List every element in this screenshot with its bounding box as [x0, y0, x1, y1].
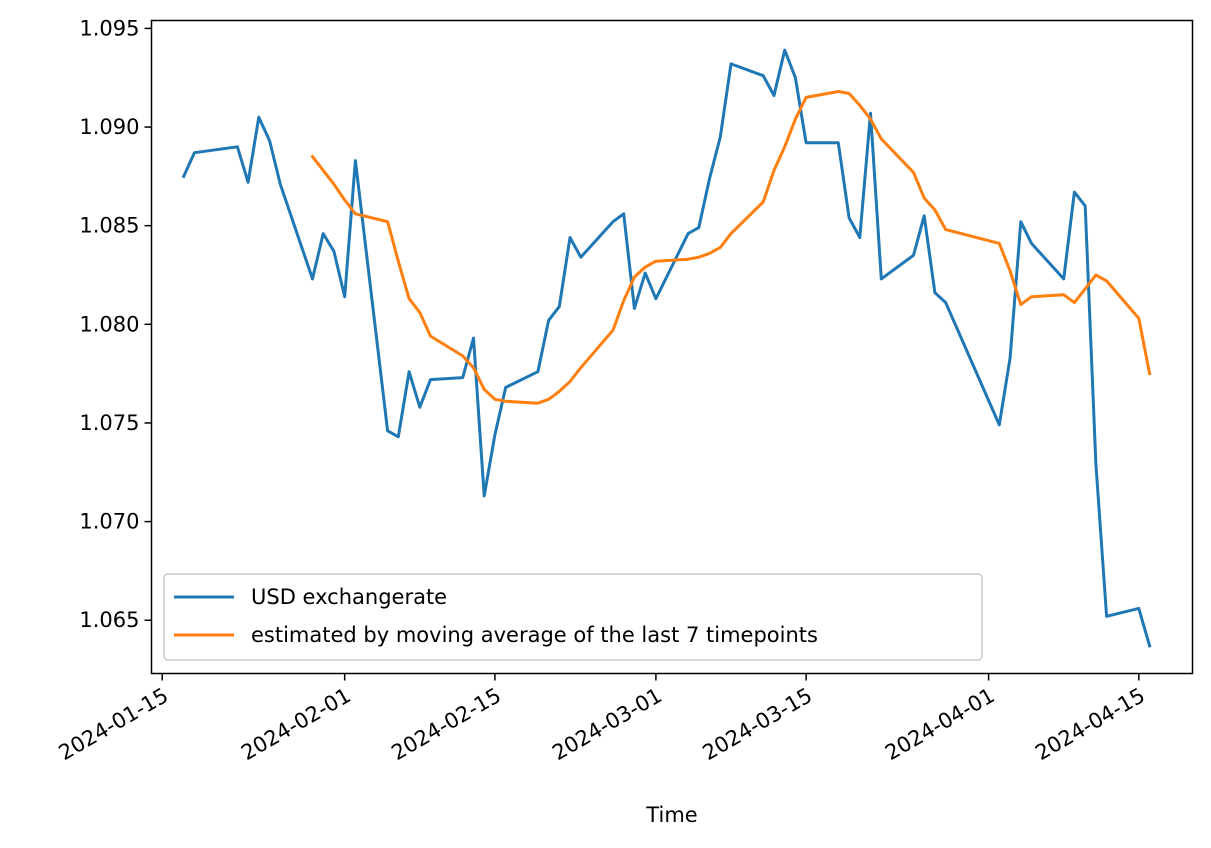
- legend-box: [163, 573, 983, 661]
- y-tick-label-1: 1.070: [79, 510, 139, 534]
- series-line-1: [310, 90, 1152, 405]
- y-tick-label-6: 1.095: [79, 16, 139, 40]
- y-tick-label-5: 1.090: [79, 115, 139, 139]
- y-tick-label-2: 1.075: [79, 411, 139, 435]
- y-tick-label-3: 1.080: [79, 312, 139, 336]
- plot-area-frame: [150, 19, 1194, 675]
- legend-label-1: estimated by moving average of the last …: [251, 623, 818, 647]
- y-tick-label-4: 1.085: [79, 214, 139, 238]
- legend-label-0: USD exchangerate: [251, 585, 447, 609]
- x-axis-title: Time: [645, 803, 697, 827]
- legend: USD exchangerate estimated by moving aver…: [163, 573, 983, 661]
- y-tick-label-0: 1.065: [79, 608, 139, 632]
- y-axis: 1.065 1.070 1.075 1.080 1.085 1.090 1.095: [79, 16, 152, 632]
- series-layer: [181, 48, 1152, 648]
- series-line-0: [181, 48, 1152, 648]
